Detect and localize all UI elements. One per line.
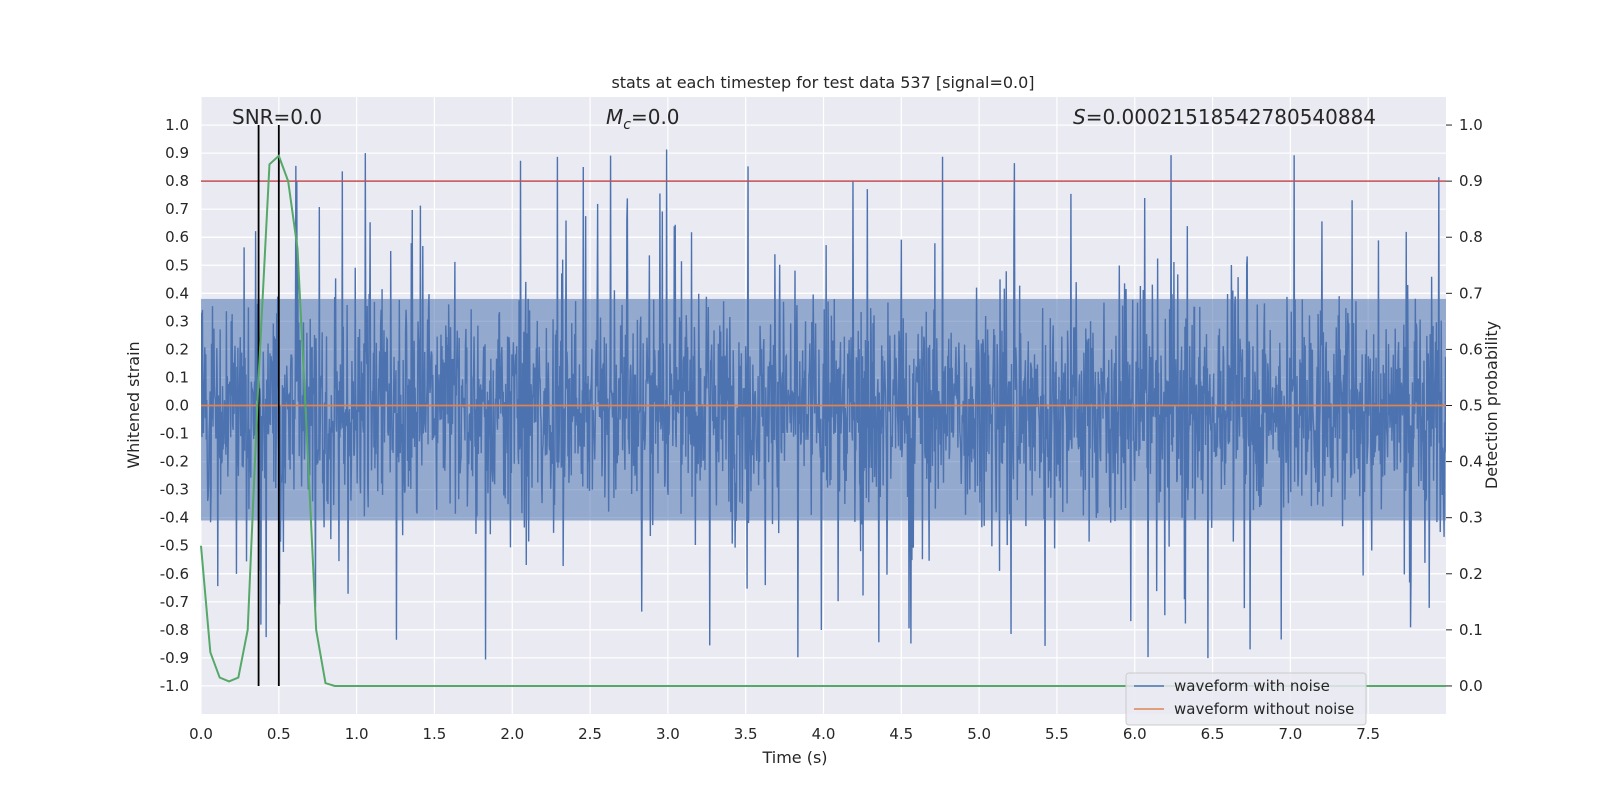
y-tick-label: 0.9 — [165, 144, 189, 162]
s-symbol: S — [1073, 105, 1086, 129]
y2-tick-label: 0.3 — [1459, 509, 1483, 527]
x-tick-label: 5.5 — [1045, 725, 1069, 743]
y-tick-label: -0.5 — [160, 537, 189, 555]
y-tick-label: 0.2 — [165, 340, 189, 358]
y-tick-label: 0.5 — [165, 256, 189, 274]
y-tick-label: -0.9 — [160, 649, 189, 667]
y-tick-label: -0.3 — [160, 481, 189, 499]
x-tick-label: 3.5 — [734, 725, 758, 743]
chirp-mass-subscript: c — [623, 117, 631, 133]
chirp-mass-symbol: M — [606, 105, 623, 129]
y-tick-label: -0.8 — [160, 621, 189, 639]
y-tick-label: -0.6 — [160, 565, 189, 583]
legend-label-noise: waveform with noise — [1174, 677, 1330, 695]
y2-tick-label: 0.1 — [1459, 621, 1483, 639]
detection-probability-line — [200, 154, 1446, 687]
legend: waveform with noise waveform without noi… — [1125, 672, 1367, 726]
x-tick-label: 4.5 — [889, 725, 913, 743]
y2-tick-label: 0.0 — [1459, 677, 1483, 695]
y-tick-label: -0.4 — [160, 509, 189, 527]
vertical-markers — [257, 125, 280, 686]
y2-tick-label: 0.8 — [1459, 228, 1483, 246]
y-tick-label: 1.0 — [165, 116, 189, 134]
y2-tick-label: 0.5 — [1459, 397, 1483, 415]
legend-label-clean: waveform without noise — [1174, 700, 1354, 718]
x-tick-label: 6.5 — [1201, 725, 1225, 743]
y-tick-label: 0.1 — [165, 368, 189, 386]
y2-tick-label: 0.7 — [1459, 284, 1483, 302]
chirp-mass-annotation: Mc=0.0 — [606, 105, 680, 133]
x-tick-label: 5.0 — [967, 725, 991, 743]
x-tick-label: 2.0 — [500, 725, 524, 743]
y-tick-label: -1.0 — [160, 677, 189, 695]
waveform-with-noise-series — [201, 149, 1446, 660]
y2-tick-label: 0.2 — [1459, 565, 1483, 583]
s-annotation: S=0.00021518542780540884 — [1073, 105, 1376, 129]
s-value: =0.00021518542780540884 — [1086, 105, 1376, 129]
y2-tick-label: 0.4 — [1459, 453, 1483, 471]
y2-tick-label: 1.0 — [1459, 116, 1483, 134]
y2-tick-label: 0.6 — [1459, 340, 1483, 358]
y-tick-label: -0.1 — [160, 425, 189, 443]
y-tick-label: 0.8 — [165, 172, 189, 190]
x-tick-label: 2.5 — [578, 725, 602, 743]
x-tick-label: 7.0 — [1278, 725, 1302, 743]
noise-core — [201, 298, 1446, 521]
x-tick-label: 0.5 — [267, 725, 291, 743]
y2-tick-label: 0.9 — [1459, 172, 1483, 190]
y-tick-label: 0.3 — [165, 312, 189, 330]
legend-box — [1125, 672, 1367, 726]
x-tick-label: 6.0 — [1123, 725, 1147, 743]
y-tick-label: 0.6 — [165, 228, 189, 246]
y-axis-ticks: 1.0 0.9 0.8 0.7 0.6 0.5 0.4 0.3 0.2 0.1 0.0 -0.1 -0.… — [160, 116, 189, 695]
chart-title: stats at each timestep for test data 537… — [611, 73, 1034, 92]
chirp-mass-value: =0.0 — [631, 105, 680, 129]
x-tick-label: 1.5 — [423, 725, 447, 743]
y-tick-label: -0.2 — [160, 453, 189, 471]
x-axis-ticks: 0.0 0.5 1.0 1.5 2.0 2.5 3.0 3.5 4.0 4.5 5.0 5.5 6.0 6… — [189, 725, 1380, 743]
y-axis-label: Whitened strain — [124, 341, 143, 468]
x-tick-label: 4.0 — [812, 725, 836, 743]
x-tick-label: 7.5 — [1356, 725, 1380, 743]
x-axis-label: Time (s) — [761, 748, 827, 767]
y2-axis-ticks: 1.0 0.9 0.8 0.7 0.6 0.5 0.4 0.3 0.2 0.1 0.0 — [1446, 116, 1483, 695]
y-tick-label: 0.0 — [165, 397, 189, 415]
x-tick-label: 0.0 — [189, 725, 213, 743]
x-tick-label: 3.0 — [656, 725, 680, 743]
x-tick-label: 1.0 — [345, 725, 369, 743]
y-tick-label: 0.4 — [165, 284, 189, 302]
snr-annotation: SNR=0.0 — [232, 105, 322, 129]
y-tick-label: -0.7 — [160, 593, 189, 611]
y2-axis-label: Detection probability — [1482, 321, 1501, 489]
y-tick-label: 0.7 — [165, 200, 189, 218]
